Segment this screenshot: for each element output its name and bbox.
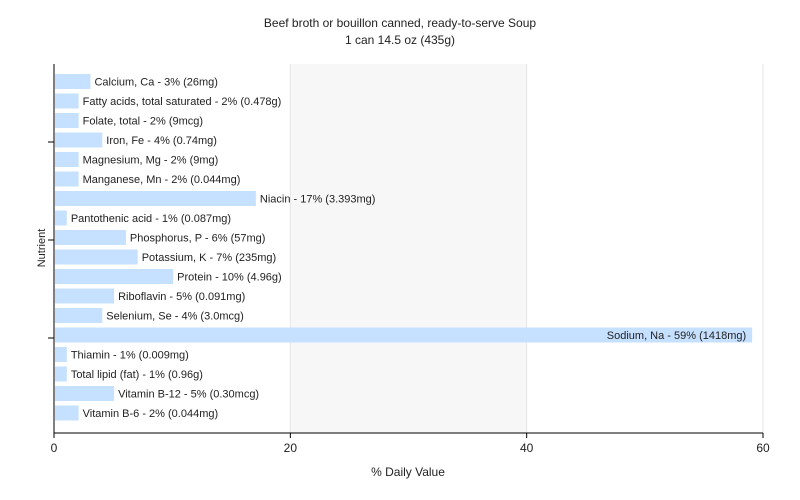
bar-label: Calcium, Ca - 3% (26mg): [94, 77, 217, 89]
bar: [55, 152, 79, 167]
bar-label: Total lipid (fat) - 1% (0.96g): [71, 369, 203, 381]
bar-label: Selenium, Se - 4% (3.0mcg): [106, 311, 244, 323]
bar-label: Potassium, K - 7% (235mg): [142, 252, 277, 264]
chart-title: Beef broth or bouillon canned, ready-to-…: [264, 16, 536, 30]
bar: [55, 269, 174, 284]
bar: [55, 308, 103, 323]
bar-label: Pantothenic acid - 1% (0.087mg): [71, 213, 231, 225]
bar: [55, 171, 79, 187]
bar-label: Vitamin B-12 - 5% (0.30mcg): [118, 389, 259, 401]
x-tick-label: 20: [284, 441, 298, 455]
bar-label: Iron, Fe - 4% (0.74mg): [106, 135, 217, 147]
bar: [55, 249, 138, 265]
bar: [55, 347, 67, 362]
bar-label: Fatty acids, total saturated - 2% (0.478…: [83, 96, 282, 108]
bar-label: Magnesium, Mg - 2% (9mg): [83, 155, 219, 167]
bar-label: Manganese, Mn - 2% (0.044mg): [83, 174, 241, 186]
bar: [55, 191, 256, 206]
bar-label: Protein - 10% (4.96g): [177, 272, 282, 284]
bar: [55, 93, 79, 109]
gridlines: [289, 64, 764, 433]
bar: [55, 327, 753, 343]
bar: [55, 113, 79, 128]
bar: [55, 230, 126, 245]
bar-label: Folate, total - 2% (9mcg): [83, 116, 203, 128]
x-tick-label: 60: [756, 441, 770, 455]
bar-label: Vitamin B-6 - 2% (0.044mg): [83, 408, 219, 420]
x-axis-label: % Daily Value: [371, 465, 445, 479]
plot-area: [54, 64, 763, 433]
plot-band: [54, 64, 291, 433]
bar: [55, 288, 115, 304]
bar: [55, 386, 115, 401]
x-tick-labels: 0 20 40 60: [51, 433, 770, 455]
x-tick-label: 0: [51, 441, 58, 455]
bar-labels: Calcium, Ca - 3% (26mg) Fatty acids, tota…: [71, 77, 746, 421]
chart-subtitle: 1 can 14.5 oz (435g): [345, 33, 455, 47]
bar: [55, 74, 91, 89]
x-tick-label: 40: [520, 441, 534, 455]
bar-label: Sodium, Na - 59% (1418mg): [607, 330, 746, 342]
bar-label: Riboflavin - 5% (0.091mg): [118, 291, 245, 303]
bar: [55, 405, 79, 421]
bar-label: Phosphorus, P - 6% (57mg): [130, 233, 266, 245]
bar: [55, 132, 103, 148]
bar-label: Thiamin - 1% (0.009mg): [71, 350, 189, 362]
bars: [55, 74, 753, 421]
plot-band: [526, 64, 763, 433]
y-axis-label: Nutrient: [36, 229, 48, 268]
bar: [55, 210, 67, 226]
bar-label: Niacin - 17% (3.393mg): [260, 194, 376, 206]
axes: [48, 64, 763, 434]
plot-band: [290, 64, 527, 433]
bar: [55, 366, 67, 382]
